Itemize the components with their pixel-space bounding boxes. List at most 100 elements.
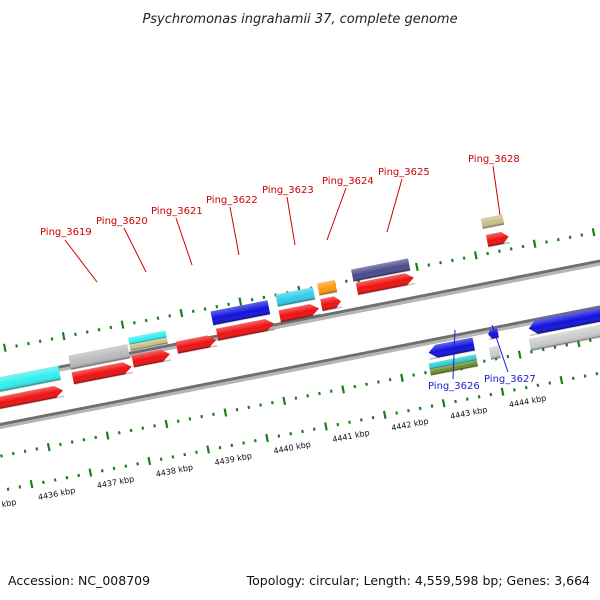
gene-label-ping_3624[interactable]: Ping_3624 [322, 176, 374, 187]
tick-mark [541, 347, 545, 352]
tick-mark [242, 441, 245, 445]
tick-mark [262, 295, 266, 300]
tick-mark [200, 414, 204, 419]
tick-mark [427, 263, 431, 267]
tick-mark [424, 371, 427, 375]
category-cyan-1 [0, 365, 61, 398]
callout-line [175, 217, 193, 266]
tick-mark [144, 318, 148, 323]
tick-mark [250, 298, 254, 302]
tick-mark [545, 240, 548, 244]
forward-cds-4 [175, 335, 218, 355]
tick-mark [215, 304, 219, 309]
tick-mark [282, 396, 287, 406]
tick-mark [359, 418, 363, 422]
genome-backbone-reverse-shadow [0, 287, 600, 445]
gene-label-ping_3620[interactable]: Ping_3620 [96, 216, 148, 227]
tick-mark [509, 247, 513, 251]
callout-line [386, 178, 403, 233]
gene-label-ping_3628[interactable]: Ping_3628 [468, 154, 520, 165]
kbp-axis-ticks [6, 372, 599, 491]
page-title: Psychromonas ingrahamii 37, complete gen… [142, 12, 457, 27]
tick-mark [42, 480, 45, 484]
tick-mark [348, 420, 351, 424]
tick-mark [0, 454, 3, 458]
tick-mark [136, 462, 139, 466]
tick-mark [183, 452, 187, 457]
kbp-label: 4439 kbp [214, 451, 253, 467]
tick-mark [129, 428, 133, 433]
tick-mark [521, 244, 525, 249]
tick-mark [454, 399, 457, 404]
tick-mark [11, 451, 15, 456]
tick-mark [156, 316, 160, 320]
kbp-label: 4438 kbp [155, 463, 194, 479]
category-orange-1 [317, 279, 338, 296]
tick-mark [500, 387, 505, 396]
tick-mark [188, 417, 192, 421]
callout-line [286, 196, 296, 246]
tick-mark [450, 258, 454, 263]
tick-mark [176, 419, 180, 423]
tick-mark [400, 373, 404, 382]
tick-mark [253, 439, 257, 443]
tick-mark [289, 432, 293, 436]
tick-mark [29, 479, 34, 489]
feature-track [0, 214, 600, 415]
gene-label-ping_3623[interactable]: Ping_3623 [262, 185, 314, 196]
tick-mark [559, 376, 564, 385]
forward-cds-2 [71, 362, 133, 385]
tick-mark [133, 321, 136, 325]
tick-mark [565, 343, 569, 347]
tick-mark [473, 251, 478, 260]
gene-label-ping_3619[interactable]: Ping_3619 [40, 227, 92, 238]
tick-mark [65, 476, 69, 480]
tick-mark [477, 395, 481, 399]
kbp-label: 4441 kbp [332, 428, 371, 444]
tick-mark [206, 445, 211, 454]
tick-mark [59, 442, 62, 447]
tick-mark [147, 456, 152, 466]
linear-map: 4435 kbp 4436 kbp 4437 kbp 4438 kbp 4439 kbp… [0, 214, 600, 514]
tick-mark [235, 407, 239, 412]
tick-mark [38, 339, 42, 343]
kbp-label: 4437 kbp [96, 474, 135, 490]
tick-mark [583, 374, 587, 378]
tick-mark [388, 377, 392, 382]
tick-mark [306, 394, 310, 398]
gene-label-ping_3622[interactable]: Ping_3622 [206, 195, 258, 206]
tick-mark [312, 427, 316, 431]
tick-mark [441, 399, 446, 408]
tick-mark [506, 354, 510, 359]
gene-label-ping_3621[interactable]: Ping_3621 [151, 206, 203, 217]
tick-mark [77, 473, 81, 478]
tick-mark [124, 464, 128, 468]
tick-mark [580, 233, 584, 237]
tick-mark [223, 408, 228, 417]
tick-mark [553, 345, 557, 349]
callout-line [492, 165, 501, 216]
tick-mark [318, 391, 321, 396]
tick-mark [88, 468, 93, 477]
tick-mark [227, 302, 230, 307]
tick-mark [376, 380, 380, 384]
category-gray-2 [488, 345, 501, 361]
tick-mark [141, 426, 145, 430]
tick-mark [536, 383, 540, 387]
tick-mark [382, 410, 387, 419]
tick-mark [61, 332, 66, 341]
category-gray-1 [68, 344, 131, 371]
gene-label-ping_3626[interactable]: Ping_3626 [428, 381, 480, 392]
kbp-label: 4443 kbp [449, 405, 488, 421]
tick-mark [94, 435, 98, 440]
callout-line [123, 227, 147, 273]
tick-mark [265, 433, 269, 443]
kbp-label: 4435 kbp [0, 497, 17, 513]
tick-mark [247, 405, 251, 410]
tick-mark [270, 401, 274, 405]
gene-label-ping_3625[interactable]: Ping_3625 [378, 167, 430, 178]
tick-mark [46, 442, 51, 452]
tick-mark [195, 450, 198, 454]
gene-label-ping_3627[interactable]: Ping_3627 [484, 374, 536, 385]
tick-mark [498, 249, 501, 253]
